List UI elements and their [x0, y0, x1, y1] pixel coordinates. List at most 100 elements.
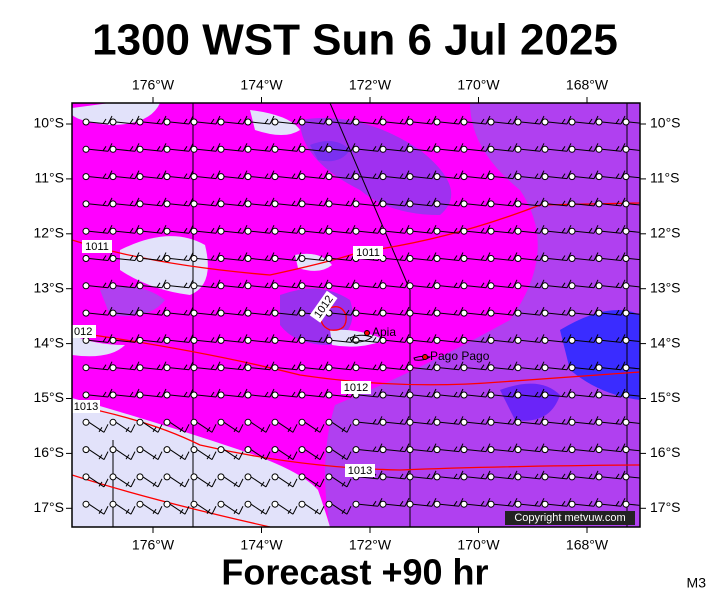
barb-shaft [277, 449, 294, 461]
wind-barb [460, 361, 491, 372]
station [82, 336, 90, 344]
barb-flag [215, 115, 221, 125]
wind-barb [190, 500, 217, 515]
barb-flag [314, 427, 319, 433]
lat-label-right: 14°S [650, 334, 681, 350]
barb-shaft [142, 449, 159, 461]
station [595, 500, 603, 508]
barb-flag [156, 200, 161, 206]
wind-barb [163, 143, 194, 153]
barb-flag [319, 478, 325, 488]
barb-flag [237, 282, 242, 288]
barb-flag [480, 309, 485, 315]
barb-flag [237, 255, 242, 261]
wind-barb [595, 197, 626, 208]
station [379, 200, 387, 208]
barb-flag [372, 146, 377, 152]
wind-barb [271, 115, 302, 126]
barb-flag [534, 282, 539, 288]
barb-shaft [223, 394, 244, 398]
wind-barb [190, 446, 217, 461]
station [190, 364, 198, 372]
wind-barb [352, 306, 383, 317]
wind-barb [136, 170, 167, 181]
station [568, 227, 576, 235]
barb-shaft [601, 367, 622, 371]
barb-flag [102, 282, 107, 288]
barb-flag [156, 173, 161, 179]
station [325, 446, 333, 454]
barb-flag [512, 279, 518, 289]
footer: Forecast +90 hr [221, 552, 488, 593]
barb-shaft [88, 203, 109, 207]
barb-shaft [304, 148, 325, 152]
barb-shaft [169, 449, 186, 461]
station [487, 173, 495, 181]
barb-flag [512, 115, 518, 125]
wind-barb [622, 118, 640, 126]
station [82, 118, 90, 126]
barb-shaft [439, 176, 460, 180]
barb-flag [211, 451, 217, 460]
barb-flag [346, 451, 352, 460]
barb-flag [269, 143, 275, 152]
wind-barb [406, 279, 437, 290]
barb-flag [507, 282, 512, 288]
barb-flag [426, 227, 431, 233]
wind-barb [406, 306, 437, 317]
barb-shaft [331, 421, 348, 433]
station [244, 282, 252, 290]
station [622, 145, 630, 153]
barb-shaft [304, 449, 321, 461]
barb-flag [318, 146, 323, 152]
barb-shaft [331, 121, 352, 125]
barb-shaft [277, 203, 298, 207]
wind-barb [568, 470, 599, 481]
light-region [120, 236, 208, 295]
station [406, 118, 414, 126]
station [622, 200, 630, 208]
barb-flag [183, 337, 188, 343]
barb-shaft [223, 339, 244, 343]
barb-flag [539, 279, 545, 289]
wind-barb [352, 361, 383, 372]
station [541, 200, 549, 208]
wind-barb [514, 388, 545, 399]
wind-barb [190, 115, 221, 126]
barb-flag [237, 200, 242, 206]
barb-shaft [331, 285, 352, 289]
station [325, 227, 333, 235]
wind-barb [541, 197, 572, 208]
barb-flag [102, 173, 107, 179]
barb-shaft [520, 449, 541, 453]
barb-shaft [142, 203, 163, 207]
lat-label-left: 12°S [33, 225, 64, 241]
station [82, 418, 90, 426]
barb-shaft [547, 312, 568, 316]
model-label: M3 [687, 575, 707, 591]
wind-barb [352, 143, 383, 153]
wind-barb [136, 418, 163, 433]
station [595, 364, 603, 372]
station [406, 473, 414, 481]
station [406, 364, 414, 372]
barb-flag [341, 508, 346, 514]
station [109, 227, 117, 235]
barb-flag [399, 364, 404, 370]
wind-barb [433, 306, 464, 317]
barb-shaft [412, 121, 433, 125]
wind-barb [82, 252, 113, 262]
barb-flag [291, 364, 296, 370]
barb-shaft [115, 203, 136, 207]
barb-flag [242, 361, 248, 370]
barb-flag [507, 337, 512, 343]
wind-barb [622, 391, 640, 399]
barb-flag [129, 309, 134, 315]
barb-flag [233, 481, 238, 487]
wind-barb [514, 470, 545, 481]
station [433, 227, 441, 235]
barb-flag [485, 470, 491, 480]
barb-flag [238, 505, 244, 515]
barb-shaft [169, 230, 190, 234]
barb-shaft [142, 503, 159, 515]
